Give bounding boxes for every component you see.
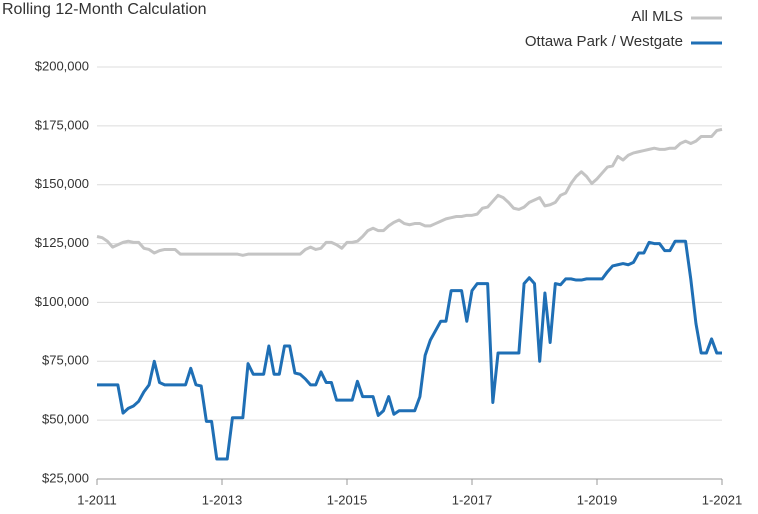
- y-tick-label: $200,000: [35, 58, 89, 73]
- legend-label: All MLS: [631, 8, 683, 25]
- x-tick-label: 1-2019: [577, 492, 617, 507]
- x-tick-label: 1-2021: [702, 492, 742, 507]
- series-line: [97, 239, 722, 461]
- chart-title: Rolling 12-Month Calculation: [2, 1, 207, 18]
- y-tick-label: $50,000: [42, 412, 89, 427]
- series-line: [96, 127, 723, 257]
- x-tick-label: 1-2017: [452, 492, 492, 507]
- y-tick-label: $125,000: [35, 235, 89, 250]
- y-tick-label: $100,000: [35, 294, 89, 309]
- y-tick-label: $75,000: [42, 353, 89, 368]
- x-tick-label: 1-2015: [327, 492, 367, 507]
- x-tick-label: 1-2011: [77, 492, 117, 507]
- y-tick-label: $150,000: [35, 176, 89, 191]
- y-tick-label: $25,000: [42, 470, 89, 485]
- legend-label: Ottawa Park / Westgate: [525, 33, 683, 50]
- y-tick-label: $175,000: [35, 117, 89, 132]
- x-tick-label: 1-2013: [202, 492, 242, 507]
